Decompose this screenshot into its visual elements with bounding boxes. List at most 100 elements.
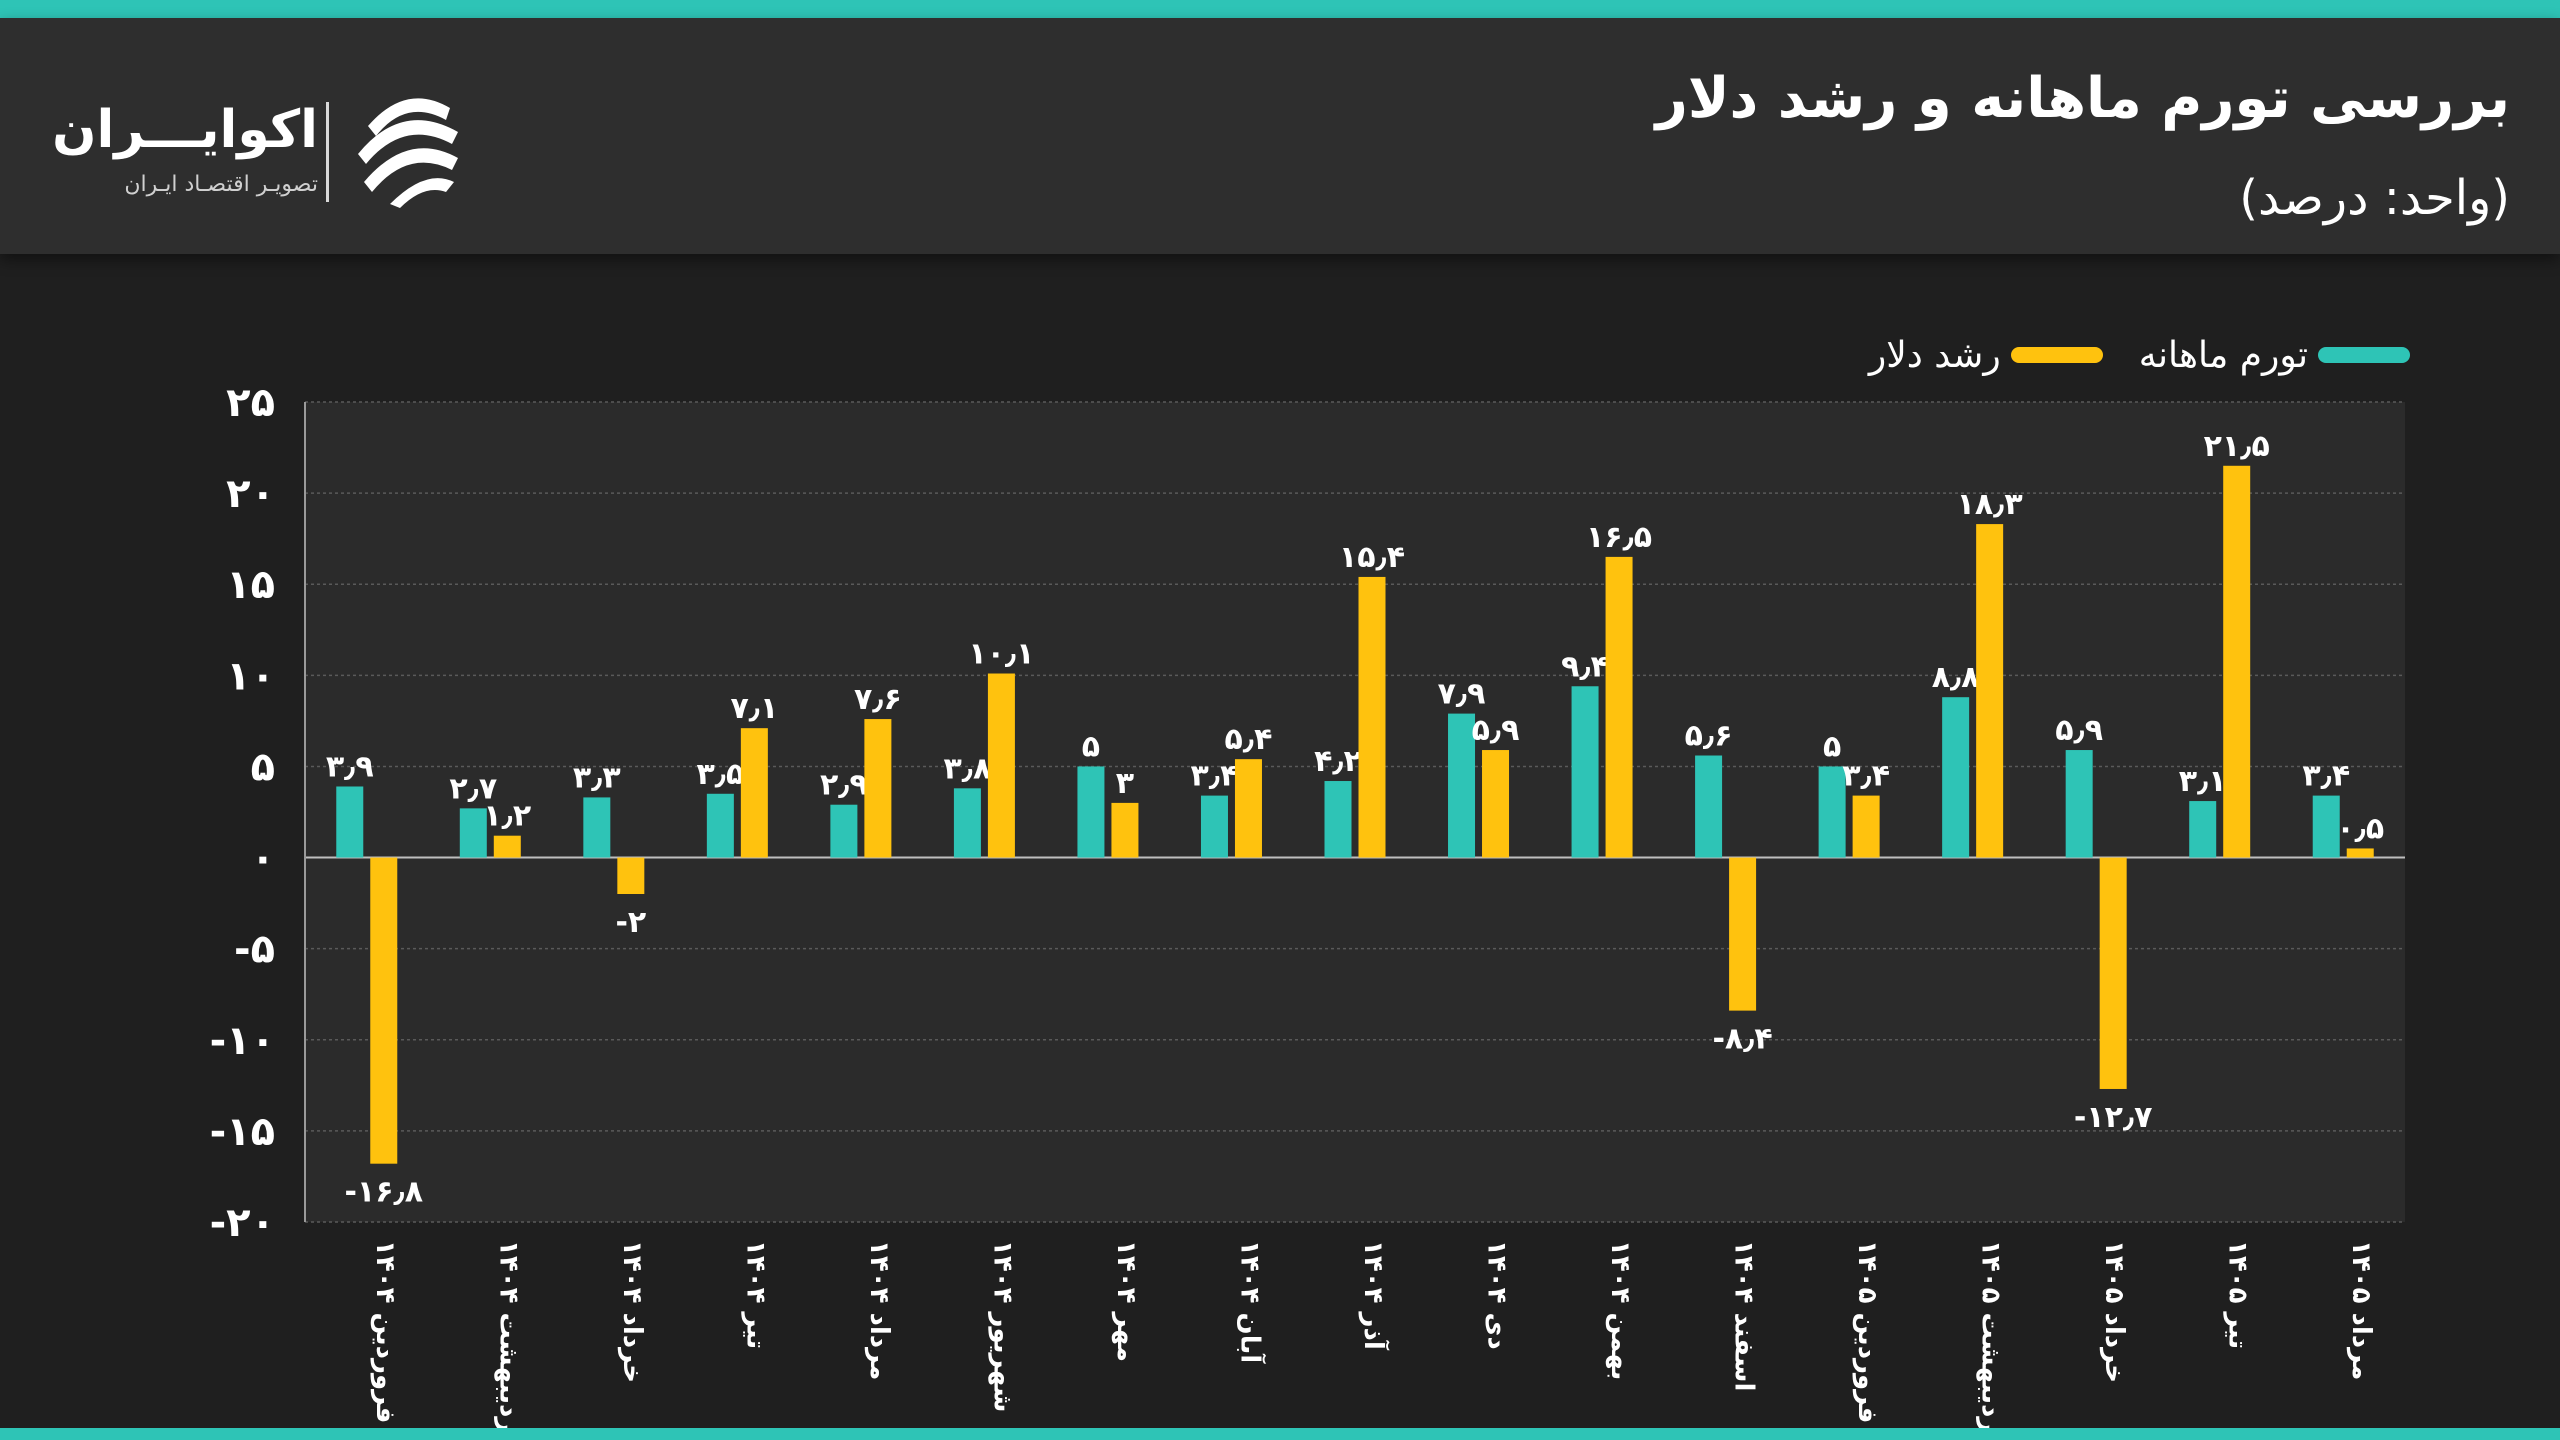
bar-dollar [1234, 759, 1262, 858]
y-tick-label: -۱۰ [210, 1018, 275, 1064]
y-tick-label: ۵ [251, 744, 275, 790]
bar-inflation [1695, 755, 1723, 858]
bar-dollar [740, 728, 768, 858]
y-tick-label: ۲۵ [226, 380, 275, 426]
top-accent-bar [0, 0, 2560, 18]
data-label-dollar: ۷٫۱ [730, 691, 778, 726]
bar-dollar [2223, 465, 2251, 858]
legend-swatch-dollar [2010, 347, 2103, 363]
bar-dollar [1482, 750, 1510, 858]
header: بررسی تورم ماهانه و رشد دلار (واحد: درصد… [0, 18, 2560, 254]
bar-inflation [336, 786, 364, 858]
data-label-dollar: ۵٫۴ [1225, 722, 1273, 757]
legend-label-dollar: رشد دلار [1868, 334, 2001, 376]
x-tick-label: تیر ۱۴۰۴ [740, 1240, 770, 1349]
data-label-dollar: ۱۰٫۱ [968, 637, 1034, 672]
y-tick-label: -۲۰ [210, 1200, 275, 1246]
data-label-inflation: ۵٫۶ [1685, 719, 1733, 754]
y-tick-label: ۱۰ [226, 653, 275, 699]
bar-inflation [830, 804, 858, 858]
x-tick-label: تیر ۱۴۰۵ [2223, 1240, 2253, 1349]
bar-dollar [2346, 848, 2374, 858]
bar-dollar [2099, 857, 2127, 1089]
y-tick-label: -۱۵ [210, 1109, 275, 1155]
y-tick-label: ۰ [251, 836, 275, 882]
logo-name: اکوایـــران [52, 100, 318, 160]
data-label-inflation: ۵ [1823, 729, 1841, 764]
bar-dollar [987, 673, 1015, 858]
legend-item-inflation: تورم ماهانه [2139, 335, 2410, 376]
bar-inflation [1200, 795, 1228, 858]
data-label-dollar: ۲۱٫۵ [2204, 429, 2270, 464]
bar-dollar [1358, 576, 1386, 858]
legend-label-inflation: تورم ماهانه [2138, 334, 2308, 376]
logo-mark-icon [358, 98, 458, 208]
logo-tagline: تصویـر اقتصـاد ایـران [124, 172, 318, 197]
data-label-dollar: ۷٫۶ [854, 682, 902, 717]
bar-inflation [1942, 697, 1970, 858]
bar-inflation [1448, 713, 1476, 858]
bar-dollar [1976, 524, 2004, 858]
logo-separator [326, 102, 329, 202]
data-label-dollar: -۱۲٫۷ [2074, 1100, 2153, 1135]
data-label-inflation: ۳٫۵ [696, 757, 744, 792]
bar-inflation [2312, 795, 2340, 858]
x-tick-label: خرداد ۱۴۰۵ [2099, 1240, 2129, 1383]
page-title: بررسی تورم ماهانه و رشد دلار [1655, 66, 2510, 131]
x-tick-label: آبان ۱۴۰۴ [1234, 1240, 1266, 1364]
bar-dollar [1729, 857, 1757, 1011]
x-tick-label: اسفند ۱۴۰۴ [1729, 1240, 1759, 1391]
data-label-inflation: ۳٫۳ [573, 760, 621, 795]
x-tick-label: دی ۱۴۰۴ [1482, 1240, 1512, 1350]
data-label-inflation: ۵ [1082, 729, 1100, 764]
data-label-dollar: ۱۶٫۵ [1586, 520, 1652, 555]
x-tick-label: مرداد ۱۴۰۴ [864, 1240, 894, 1380]
bar-inflation [583, 797, 611, 858]
bar-dollar [370, 857, 398, 1164]
data-label-dollar: -۱۶٫۸ [344, 1175, 423, 1210]
bar-inflation [1324, 781, 1352, 858]
data-label-inflation: ۵٫۹ [2055, 713, 2103, 748]
data-label-inflation: ۸٫۸ [1932, 660, 1980, 695]
bar-inflation [1571, 686, 1599, 858]
bar-inflation [1818, 766, 1846, 858]
x-tick-label: فروردین ۱۴۰۵ [1852, 1240, 1882, 1423]
x-tick-label: مهر ۱۴۰۴ [1111, 1240, 1141, 1362]
bar-inflation [706, 793, 734, 858]
x-tick-label: اردیبهشت ۱۴۰۴ [493, 1240, 523, 1440]
legend-swatch-inflation [2318, 347, 2410, 363]
data-label-dollar: ۱۵٫۴ [1339, 540, 1405, 575]
data-label-dollar: ۵٫۹ [1472, 713, 1520, 748]
data-label-inflation: ۳٫۸ [943, 751, 991, 786]
bar-inflation [459, 808, 487, 858]
y-tick-label: ۱۵ [226, 562, 275, 608]
bar-inflation [2189, 801, 2217, 858]
page-subtitle: (واحد: درصد) [2239, 170, 2510, 226]
y-tick-label: ۲۰ [226, 471, 275, 517]
y-tick-label: -۵ [234, 927, 275, 973]
bar-dollar [1605, 556, 1633, 858]
data-label-inflation: ۲٫۹ [820, 768, 868, 803]
bar-dollar [864, 719, 892, 858]
x-tick-label: آذر ۱۴۰۴ [1358, 1240, 1390, 1351]
x-tick-label: خرداد ۱۴۰۴ [617, 1240, 647, 1383]
data-label-inflation: ۳٫۴ [2302, 759, 2350, 794]
data-label-dollar: -۲ [615, 905, 646, 940]
bar-inflation [2065, 750, 2093, 858]
data-label-inflation: ۳٫۹ [326, 749, 374, 784]
plot-area [305, 402, 2405, 1222]
data-label-dollar: ۱٫۲ [483, 799, 531, 834]
bar-dollar [1852, 795, 1880, 858]
data-label-dollar: ۳ [1116, 766, 1134, 801]
logo: اکوایـــران تصویـر اقتصـاد ایـران [52, 86, 468, 216]
bar-dollar [617, 857, 645, 894]
chart-legend: تورم ماهانه رشد دلار [1833, 330, 2410, 380]
data-label-dollar: ۱۸٫۳ [1957, 487, 2023, 522]
data-label-dollar: ۰٫۵ [2336, 811, 2384, 846]
data-label-inflation: ۳٫۱ [2179, 764, 2227, 799]
bottom-accent-bar [0, 1428, 2560, 1440]
bar-dollar [493, 835, 521, 858]
data-label-dollar: -۸٫۴ [1712, 1022, 1772, 1057]
data-label-dollar: ۳٫۴ [1842, 759, 1890, 794]
